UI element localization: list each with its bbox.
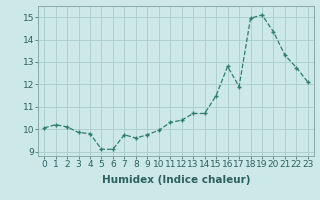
X-axis label: Humidex (Indice chaleur): Humidex (Indice chaleur)	[102, 175, 250, 185]
